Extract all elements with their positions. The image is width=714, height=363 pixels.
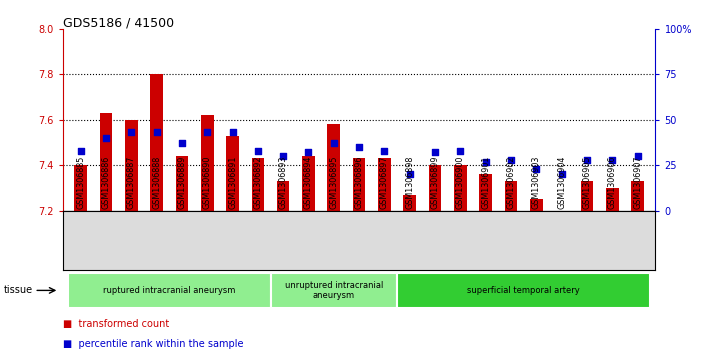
Bar [353,158,366,211]
Point [506,157,517,163]
FancyBboxPatch shape [271,273,397,309]
Point [404,171,416,177]
Point [607,157,618,163]
Point [429,150,441,155]
Bar [226,136,239,211]
Bar [74,165,87,211]
Bar [505,181,518,211]
Text: ruptured intracranial aneurysm: ruptured intracranial aneurysm [103,286,236,295]
Point [126,130,137,135]
Point [201,130,213,135]
Text: superficial temporal artery: superficial temporal artery [468,286,580,295]
Point [556,171,568,177]
FancyBboxPatch shape [397,273,650,309]
Point [581,157,593,163]
FancyBboxPatch shape [68,273,271,309]
Point [100,135,111,141]
Bar [378,158,391,211]
Bar [328,124,340,211]
Bar [277,181,289,211]
Bar [99,113,112,211]
Bar [606,188,619,211]
Bar [201,115,213,211]
Point [455,148,466,154]
Bar [251,158,264,211]
Text: tissue: tissue [4,285,33,295]
Point [328,140,340,146]
Text: GDS5186 / 41500: GDS5186 / 41500 [63,16,174,29]
Bar [580,181,593,211]
Bar [454,165,467,211]
Text: ■  transformed count: ■ transformed count [63,319,169,330]
Text: ■  percentile rank within the sample: ■ percentile rank within the sample [63,339,243,350]
Bar [150,74,163,211]
Point [278,153,289,159]
Point [353,144,365,150]
Bar [125,120,138,211]
Bar [176,156,188,211]
Point [531,166,542,172]
Bar [403,195,416,211]
Point [378,148,390,154]
Point [480,159,491,164]
Point [176,140,188,146]
Bar [302,156,315,211]
Bar [429,165,441,211]
Point [75,148,86,154]
Point [151,130,162,135]
Point [252,148,263,154]
Bar [631,181,644,211]
Bar [479,174,492,211]
Point [227,130,238,135]
Bar [530,199,543,211]
Point [632,153,643,159]
Text: unruptured intracranial
aneurysm: unruptured intracranial aneurysm [285,281,383,300]
Point [303,150,314,155]
